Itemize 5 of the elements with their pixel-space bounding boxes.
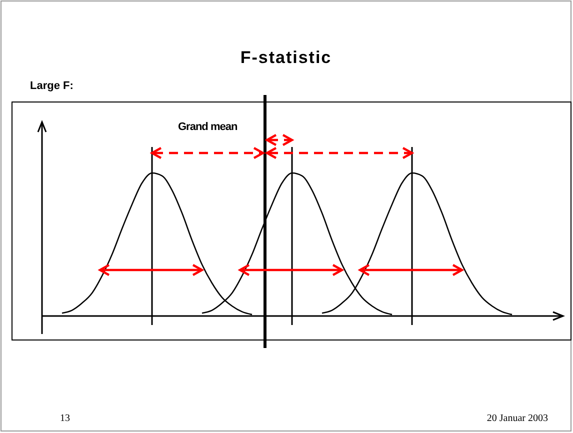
text: 13 <box>60 413 70 424</box>
chart-title: F-statistic <box>240 48 332 67</box>
text: Grand mean <box>178 121 238 133</box>
text: Large F: <box>30 80 74 92</box>
text: 20 Januar 2003 <box>486 413 548 424</box>
